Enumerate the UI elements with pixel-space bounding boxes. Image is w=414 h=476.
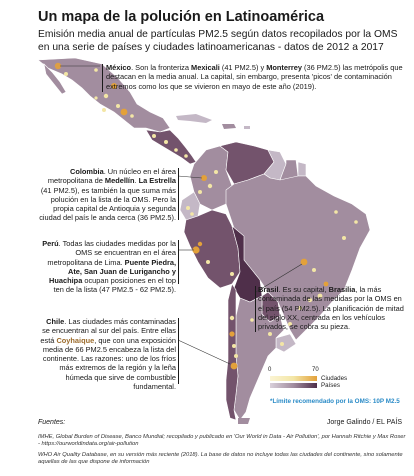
city-label-lima-districts: Puente Piedra, Ate, San Juan de Luriganc… [49,257,176,286]
city-marker [230,272,234,276]
city-marker [174,148,178,152]
source-line-1: IMHE, Global Burden of Disease, Banco Mu… [38,434,406,448]
city-marker [288,322,292,326]
city-marker-monterrey [111,83,117,89]
city-marker [186,206,190,210]
country-label-mexico: México [106,63,132,72]
legend-min-label: 0 [268,367,272,373]
city-label-coyhaique: Coyhaique [56,335,95,345]
leader-line-chile [177,339,231,365]
city-marker [207,183,213,189]
city-marker [342,236,346,240]
source-line-2: WHO Air Quality Database, en su versión … [38,452,403,466]
annotation-bar-mexico [102,64,104,92]
annotation-brasil: Brasil. Es su capital, Brasilia, la más … [258,285,404,332]
city-marker-medellin [201,175,207,181]
country-label-peru: Perú [42,239,59,248]
city-marker [197,241,203,247]
city-marker [116,104,120,108]
city-label-la-estrella: La Estrella [138,176,176,186]
sources-title: Fuentes: [38,419,66,426]
annotation-bar-brasil [255,286,257,332]
city-marker [232,344,236,348]
city-marker [152,134,156,138]
city-label-monterrey: Monterrey [266,63,302,72]
city-marker [317,293,323,299]
city-marker [280,342,284,346]
city-marker [354,220,358,224]
city-marker [102,108,106,112]
subtitle: Emisión media anual de partículas PM2.5 … [38,29,398,53]
city-marker [198,190,202,194]
color-legend: 0 70 Ciudades Países [268,367,410,417]
city-marker [103,93,109,99]
city-marker [184,154,188,158]
city-marker [312,268,316,272]
annotation-bar-peru [178,240,180,284]
island-hispaniola [222,124,236,129]
city-marker-brasilia [300,258,308,266]
city-marker [334,210,338,214]
legend-countries-label: Países [321,382,340,389]
who-limit-note: *Límite recomendado por la OMS: 10P M2.5 [270,398,400,405]
city-marker-mexico-city [120,108,128,116]
annotation-bar-colombia [178,168,180,220]
country-label-chile: Chile [46,317,65,326]
country-french-guiana [297,161,307,177]
annotation-peru: Perú. Todas las ciudades medidas por la … [42,239,176,295]
city-marker [94,68,98,72]
country-peru [183,209,241,289]
legend-cities-gradient [270,376,317,381]
city-marker [64,72,68,76]
city-marker [234,354,238,358]
city-label-mexicali: Mexicali [191,63,220,72]
city-marker [164,140,168,144]
city-marker-mexicali [54,62,62,70]
city-marker [323,281,329,287]
annotation-bar-chile [178,318,180,384]
city-marker [229,315,235,321]
city-label-brasilia: Brasilia [328,285,356,294]
country-label-colombia: Colombia [70,167,104,176]
annotation-colombia: Colombia. Un núcleo en el área metropoli… [39,167,176,223]
city-marker [130,114,134,118]
country-uruguay [275,333,297,353]
legend-countries-gradient [270,383,317,388]
leader-line-brasil [255,263,303,293]
baja-california [43,63,67,95]
city-marker-coyhaique [230,362,238,370]
annotation-chile: Chile. Las ciudades más contaminadas se … [40,317,176,392]
city-marker [214,170,218,174]
country-chile [225,283,239,421]
city-marker [268,332,272,336]
city-markers [54,62,358,370]
city-marker [307,297,313,303]
page-title: Un mapa de la polución en Latinoamérica [38,9,325,25]
city-marker [229,331,235,337]
city-marker [298,306,302,310]
city-marker [94,96,98,100]
annotation-mexico: México. Son la fronteriza Mexicali (41 P… [106,63,403,91]
city-label-medellin: Medellín [104,176,135,186]
tierra-del-fuego [238,418,250,424]
legend-cities-label: Ciudades [321,375,348,382]
leader-line-colombia [177,175,203,179]
city-marker [190,212,194,216]
city-marker-lima [192,246,200,254]
author-credit: Jorge Galindo / EL PAÍS [326,419,402,426]
legend-max-label: 70 [312,367,319,373]
country-mexico [37,57,171,133]
city-marker [206,260,210,264]
country-label-brasil: Brasil [258,285,279,294]
city-marker [250,318,254,322]
island-cuba [176,114,212,123]
island-puerto-rico [244,126,250,129]
